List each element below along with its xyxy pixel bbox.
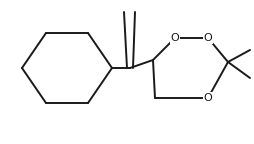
Text: O: O (171, 33, 179, 43)
Text: O: O (204, 93, 212, 103)
Text: O: O (204, 33, 212, 43)
